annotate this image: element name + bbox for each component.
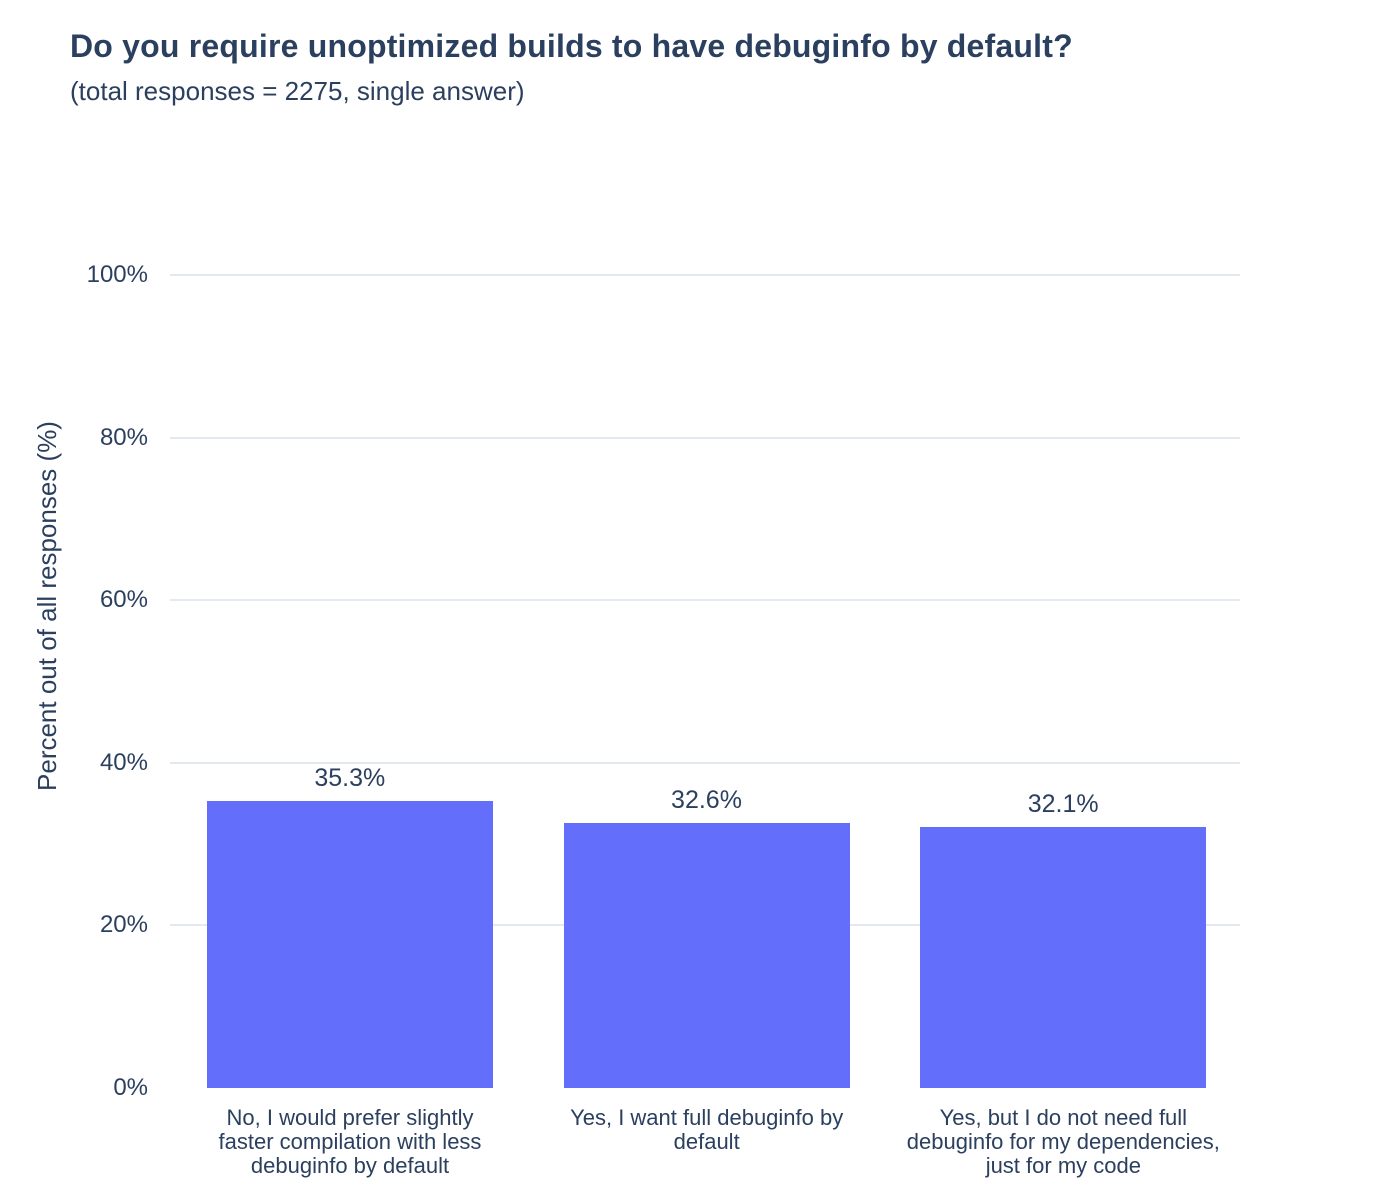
y-gridline bbox=[170, 274, 1240, 276]
y-gridline bbox=[170, 599, 1240, 601]
bar[interactable] bbox=[563, 822, 850, 1088]
y-tick-label: 100% bbox=[86, 261, 148, 288]
y-tick-label: 60% bbox=[99, 586, 148, 613]
y-tick-label: 20% bbox=[99, 911, 148, 938]
bar-value-label: 32.6% bbox=[671, 785, 742, 814]
bar[interactable] bbox=[920, 826, 1207, 1088]
bar-value-label: 35.3% bbox=[314, 763, 386, 792]
y-gridline bbox=[170, 761, 1240, 764]
y-tick-label: 0% bbox=[113, 1073, 148, 1101]
x-category-label: Yes, but I do not need full debuginfo for… bbox=[885, 1106, 1242, 1178]
x-category-line: just for my code bbox=[985, 1153, 1141, 1178]
x-category-line: default bbox=[673, 1129, 740, 1154]
x-category-label: No, I would prefer slightly faster compil… bbox=[172, 1106, 529, 1178]
x-category-line: debuginfo for my dependencies, bbox=[906, 1129, 1220, 1154]
bar[interactable] bbox=[206, 800, 493, 1088]
y-gridline bbox=[170, 436, 1240, 439]
y-tick-label: 80% bbox=[99, 423, 148, 451]
x-category-line: debuginfo by default bbox=[250, 1153, 450, 1178]
x-category-line: Yes, I want full debuginfo by bbox=[570, 1105, 844, 1130]
x-category-line: No, I would prefer slightly bbox=[226, 1105, 474, 1130]
y-tick-label: 40% bbox=[99, 748, 148, 776]
chart-title: Do you require unoptimized builds to hav… bbox=[70, 28, 1073, 64]
bar-value-label: 32.1% bbox=[1027, 789, 1099, 818]
x-category-line: faster compilation with less bbox=[218, 1129, 482, 1154]
x-category-line: Yes, but I do not need full bbox=[939, 1105, 1188, 1130]
chart-subtitle: (total responses = 2275, single answer) bbox=[70, 76, 525, 106]
x-category-label: Yes, I want full debuginfo by default bbox=[528, 1106, 885, 1154]
